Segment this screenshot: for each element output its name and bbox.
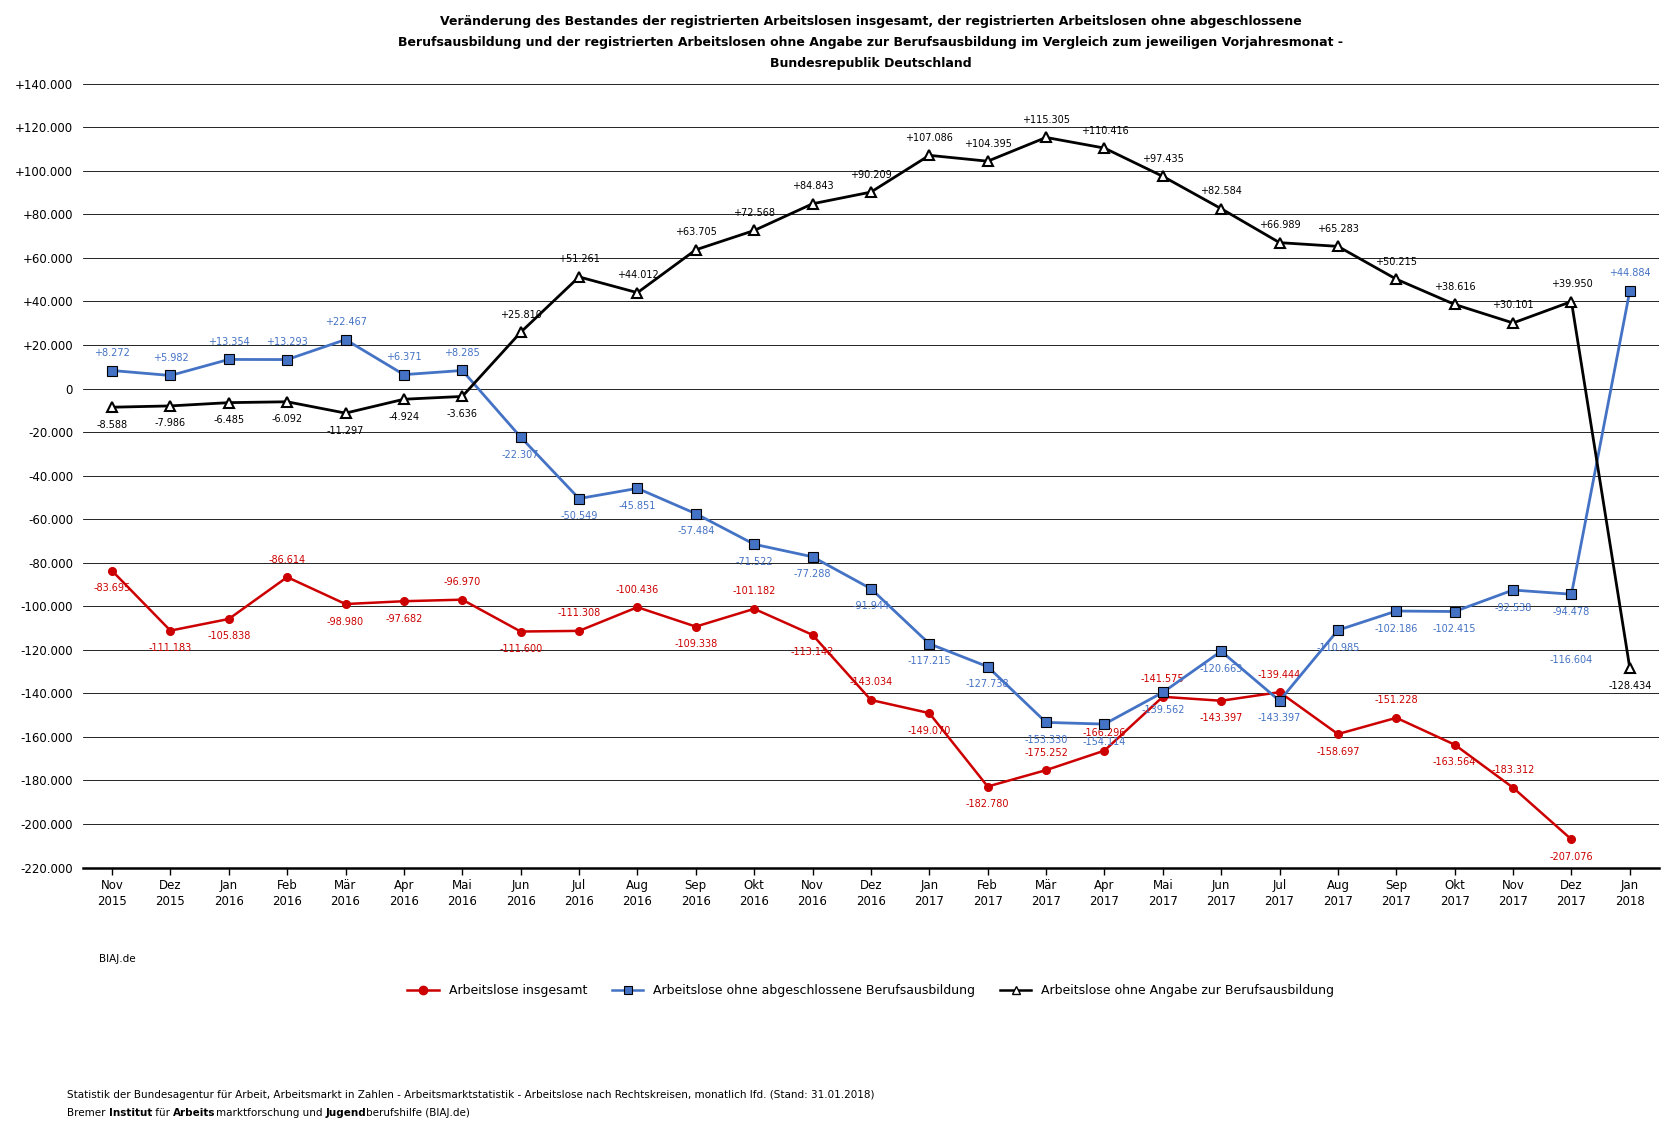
Text: -117.215: -117.215 bbox=[907, 657, 950, 666]
Text: -4.924: -4.924 bbox=[388, 411, 420, 421]
Text: BIAJ.de: BIAJ.de bbox=[99, 954, 136, 963]
Text: +30.101: +30.101 bbox=[1491, 300, 1532, 310]
Text: -143.397: -143.397 bbox=[1256, 713, 1300, 724]
Text: +66.989: +66.989 bbox=[1258, 220, 1300, 231]
Text: -116.604: -116.604 bbox=[1549, 655, 1593, 665]
Text: -22.307: -22.307 bbox=[502, 450, 539, 460]
Text: für: für bbox=[152, 1108, 174, 1118]
Text: Jugend: Jugend bbox=[325, 1108, 366, 1118]
Text: -158.697: -158.697 bbox=[1315, 746, 1358, 757]
Text: -175.252: -175.252 bbox=[1024, 747, 1067, 758]
Text: +13.354: +13.354 bbox=[207, 337, 249, 346]
Text: -11.297: -11.297 bbox=[326, 426, 365, 435]
Text: +8.272: +8.272 bbox=[94, 348, 130, 358]
Text: -151.228: -151.228 bbox=[1374, 695, 1417, 705]
Text: -96.970: -96.970 bbox=[443, 577, 480, 587]
Text: -50.549: -50.549 bbox=[560, 511, 597, 521]
Text: Bremer: Bremer bbox=[67, 1108, 109, 1118]
Text: +44.884: +44.884 bbox=[1608, 268, 1650, 278]
Text: +107.086: +107.086 bbox=[905, 133, 952, 143]
Text: -111.600: -111.600 bbox=[499, 644, 542, 654]
Text: -120.663: -120.663 bbox=[1200, 663, 1241, 674]
Text: -83.695: -83.695 bbox=[94, 583, 130, 593]
Text: Institut: Institut bbox=[109, 1108, 152, 1118]
Text: -45.851: -45.851 bbox=[619, 501, 656, 511]
Text: +5.982: +5.982 bbox=[152, 353, 187, 364]
Legend: Arbeitslose insgesamt, Arbeitslose ohne abgeschlossene Berufsausbildung, Arbeits: Arbeitslose insgesamt, Arbeitslose ohne … bbox=[402, 979, 1338, 1002]
Text: -3.636: -3.636 bbox=[447, 409, 477, 419]
Text: +51.261: +51.261 bbox=[557, 254, 599, 265]
Text: berufshilfe (BIAJ.de): berufshilfe (BIAJ.de) bbox=[366, 1108, 470, 1118]
Text: -113.142: -113.142 bbox=[790, 648, 833, 658]
Text: Arbeits: Arbeits bbox=[174, 1108, 216, 1118]
Text: +65.283: +65.283 bbox=[1317, 224, 1358, 234]
Text: -57.484: -57.484 bbox=[676, 526, 714, 536]
Text: -139.562: -139.562 bbox=[1141, 705, 1184, 715]
Text: +84.843: +84.843 bbox=[791, 182, 833, 191]
Text: -207.076: -207.076 bbox=[1549, 852, 1593, 862]
Text: +115.305: +115.305 bbox=[1022, 115, 1069, 125]
Text: marktforschung und: marktforschung und bbox=[216, 1108, 325, 1118]
Text: -6.092: -6.092 bbox=[271, 415, 303, 424]
Text: -166.296: -166.296 bbox=[1082, 728, 1126, 738]
Text: +72.568: +72.568 bbox=[733, 208, 775, 218]
Text: -128.434: -128.434 bbox=[1608, 680, 1651, 691]
Text: -97.682: -97.682 bbox=[385, 613, 422, 624]
Text: -77.288: -77.288 bbox=[793, 569, 831, 579]
Text: -153.330: -153.330 bbox=[1024, 735, 1067, 745]
Text: +50.215: +50.215 bbox=[1375, 257, 1417, 267]
Text: +6.371: +6.371 bbox=[386, 352, 422, 362]
Text: +44.012: +44.012 bbox=[616, 270, 657, 281]
Text: -111.308: -111.308 bbox=[557, 609, 601, 618]
Text: -8.588: -8.588 bbox=[97, 419, 127, 429]
Text: +25.810: +25.810 bbox=[500, 310, 542, 320]
Text: -102.415: -102.415 bbox=[1432, 624, 1476, 634]
Text: -86.614: -86.614 bbox=[268, 554, 306, 565]
Text: -92.538: -92.538 bbox=[1494, 602, 1531, 612]
Text: -143.397: -143.397 bbox=[1200, 713, 1241, 724]
Title: Veränderung des Bestandes der registrierten Arbeitslosen insgesamt, der registri: Veränderung des Bestandes der registrier… bbox=[398, 15, 1343, 70]
Text: -110.985: -110.985 bbox=[1315, 643, 1358, 653]
Text: -182.780: -182.780 bbox=[965, 799, 1009, 809]
Text: -98.980: -98.980 bbox=[326, 617, 365, 627]
Text: +82.584: +82.584 bbox=[1200, 186, 1241, 197]
Text: +22.467: +22.467 bbox=[325, 317, 366, 327]
Text: -163.564: -163.564 bbox=[1432, 758, 1476, 767]
Text: +13.293: +13.293 bbox=[266, 337, 308, 348]
Text: -127.738: -127.738 bbox=[965, 679, 1009, 690]
Text: -7.986: -7.986 bbox=[156, 418, 186, 428]
Text: +104.395: +104.395 bbox=[964, 139, 1010, 149]
Text: -143.034: -143.034 bbox=[848, 677, 892, 687]
Text: -154.114: -154.114 bbox=[1082, 736, 1126, 746]
Text: +39.950: +39.950 bbox=[1549, 279, 1591, 289]
Text: -100.436: -100.436 bbox=[616, 585, 659, 595]
Text: -105.838: -105.838 bbox=[207, 632, 251, 642]
Text: -141.575: -141.575 bbox=[1141, 675, 1184, 684]
Text: -183.312: -183.312 bbox=[1491, 766, 1534, 775]
Text: -149.070: -149.070 bbox=[907, 726, 950, 736]
Text: +8.285: +8.285 bbox=[443, 348, 480, 358]
Text: -91.944: -91.944 bbox=[852, 601, 888, 611]
Text: +90.209: +90.209 bbox=[850, 169, 892, 179]
Text: Statistik der Bundesagentur für Arbeit, Arbeitsmarkt in Zahlen - Arbeitsmarktsta: Statistik der Bundesagentur für Arbeit, … bbox=[67, 1089, 873, 1100]
Text: -6.485: -6.485 bbox=[212, 415, 244, 425]
Text: -102.186: -102.186 bbox=[1374, 624, 1417, 634]
Text: -109.338: -109.338 bbox=[674, 640, 718, 649]
Text: -94.478: -94.478 bbox=[1553, 607, 1589, 617]
Text: +97.435: +97.435 bbox=[1141, 153, 1183, 164]
Text: +38.616: +38.616 bbox=[1434, 282, 1474, 292]
Text: +63.705: +63.705 bbox=[674, 227, 716, 237]
Text: -111.183: -111.183 bbox=[149, 643, 192, 653]
Text: -71.522: -71.522 bbox=[734, 557, 773, 567]
Text: +110.416: +110.416 bbox=[1079, 126, 1128, 135]
Text: -139.444: -139.444 bbox=[1256, 669, 1300, 679]
Text: -101.182: -101.182 bbox=[733, 586, 775, 596]
